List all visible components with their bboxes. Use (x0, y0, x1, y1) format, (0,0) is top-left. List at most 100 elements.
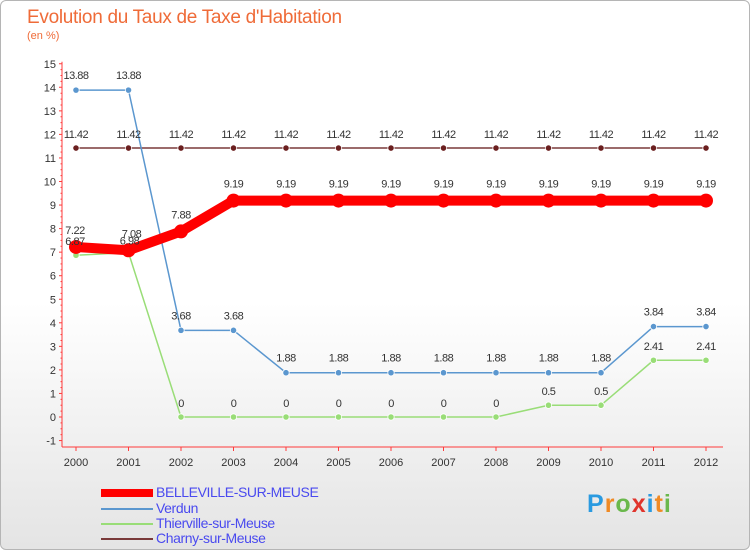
data-label: 1.88 (329, 353, 349, 365)
data-point (121, 243, 136, 258)
data-label: 2.41 (696, 341, 716, 353)
series-line-0 (71, 195, 711, 256)
x-tick-label: 2003 (221, 457, 245, 469)
data-point (492, 413, 500, 421)
x-tick-label: 2001 (116, 457, 140, 469)
data-point (229, 144, 238, 152)
data-label: 1.88 (434, 353, 454, 365)
data-label: 1.88 (539, 353, 559, 365)
y-tick-label: -1 (46, 436, 56, 448)
data-point (649, 322, 658, 331)
data-label: 11.42 (641, 129, 666, 141)
x-tick-label: 2012 (694, 457, 718, 469)
data-point (226, 193, 241, 208)
y-tick-label: 11 (45, 153, 56, 165)
data-point (72, 144, 80, 152)
x-tick-label: 2009 (536, 457, 560, 469)
data-label: 0 (283, 398, 289, 410)
data-label: 11.42 (379, 129, 404, 141)
logo-letter: x (631, 490, 647, 518)
data-label: 9.19 (486, 179, 506, 191)
data-point (702, 356, 710, 364)
logo-letter: i (646, 490, 655, 518)
data-label: 13.88 (116, 70, 141, 82)
y-tick-label: 9 (50, 200, 56, 212)
y-tick-label: 15 (44, 59, 56, 71)
series-line-2 (75, 251, 707, 418)
legend-item-charny: Charny-sur-Meuse (101, 530, 361, 546)
data-label: 11.42 (431, 129, 456, 141)
data-point (702, 322, 710, 331)
x-tick-label: 2004 (274, 457, 298, 469)
logo-letter: P (587, 490, 605, 518)
data-label: 3.68 (224, 310, 244, 322)
y-tick-label: 8 (50, 224, 56, 236)
logo-letter: o (615, 490, 632, 518)
y-tick-label: 14 (44, 82, 56, 94)
legend-label-charny: Charny-sur-Meuse (156, 530, 266, 546)
legend-label-thierville: Thierville-sur-Meuse (156, 515, 275, 531)
data-point (597, 369, 605, 377)
data-point (72, 86, 80, 94)
data-point (544, 369, 553, 377)
data-label: 9.19 (329, 179, 349, 191)
data-label: 11.42 (64, 129, 89, 141)
data-label: 6.98 (120, 236, 140, 248)
data-label: 1.88 (381, 353, 401, 365)
data-label: 1.88 (591, 353, 611, 365)
data-point (439, 369, 448, 377)
data-label: 1.88 (486, 353, 506, 365)
y-tick-label: 3 (50, 341, 56, 353)
data-label: 9.19 (224, 179, 244, 191)
legend-item-thierville: Thierville-sur-Meuse (101, 515, 361, 531)
data-point (282, 144, 290, 152)
data-label: 9.19 (381, 179, 401, 191)
legend-swatch-verdun (101, 508, 153, 510)
data-point (331, 193, 346, 208)
y-tick-label: 6 (50, 271, 56, 283)
data-point (387, 369, 395, 377)
data-point (229, 413, 238, 421)
legend-label-verdun: Verdun (156, 500, 198, 516)
legend-label-belleville: BELLEVILLE-SUR-MEUSE (156, 484, 319, 500)
y-tick-label: 12 (44, 129, 56, 141)
data-point (177, 413, 185, 421)
y-tick-label: 2 (50, 365, 56, 377)
data-point (541, 193, 556, 208)
y-tick-label: 1 (50, 388, 56, 400)
y-tick-label: 13 (44, 106, 56, 118)
data-label: 11.42 (694, 129, 719, 141)
data-point (439, 144, 448, 152)
data-point (69, 239, 83, 254)
data-point (702, 144, 710, 152)
data-point (544, 144, 553, 152)
data-label: 7.22 (65, 225, 85, 237)
data-label: 3.84 (644, 307, 664, 319)
data-label: 0 (441, 398, 447, 410)
data-label: 2.41 (644, 341, 664, 353)
data-label: 0 (388, 398, 394, 410)
chart-title: Evolution du Taux de Taxe d'Habitation (27, 7, 342, 28)
data-point (124, 144, 133, 152)
data-point (544, 401, 553, 409)
logo-letter: i (663, 490, 672, 518)
data-point (699, 193, 713, 208)
data-label: 9.19 (644, 179, 664, 191)
data-label: 0 (231, 398, 237, 410)
data-label: 7.88 (171, 209, 191, 221)
data-label: 9.19 (539, 179, 559, 191)
legend-swatch-thierville (101, 523, 153, 525)
data-label: 9.19 (591, 179, 611, 191)
y-tick-label: 7 (50, 247, 56, 259)
legend-item-belleville: BELLEVILLE-SUR-MEUSE (101, 484, 361, 500)
legend-swatch-belleville (101, 489, 153, 497)
data-label: 0 (336, 398, 342, 410)
data-label: 9.19 (434, 179, 454, 191)
data-point (387, 144, 395, 152)
data-point (436, 193, 451, 208)
data-point (334, 413, 343, 421)
data-label: 1.88 (276, 353, 296, 365)
data-label: 0.5 (594, 386, 608, 398)
